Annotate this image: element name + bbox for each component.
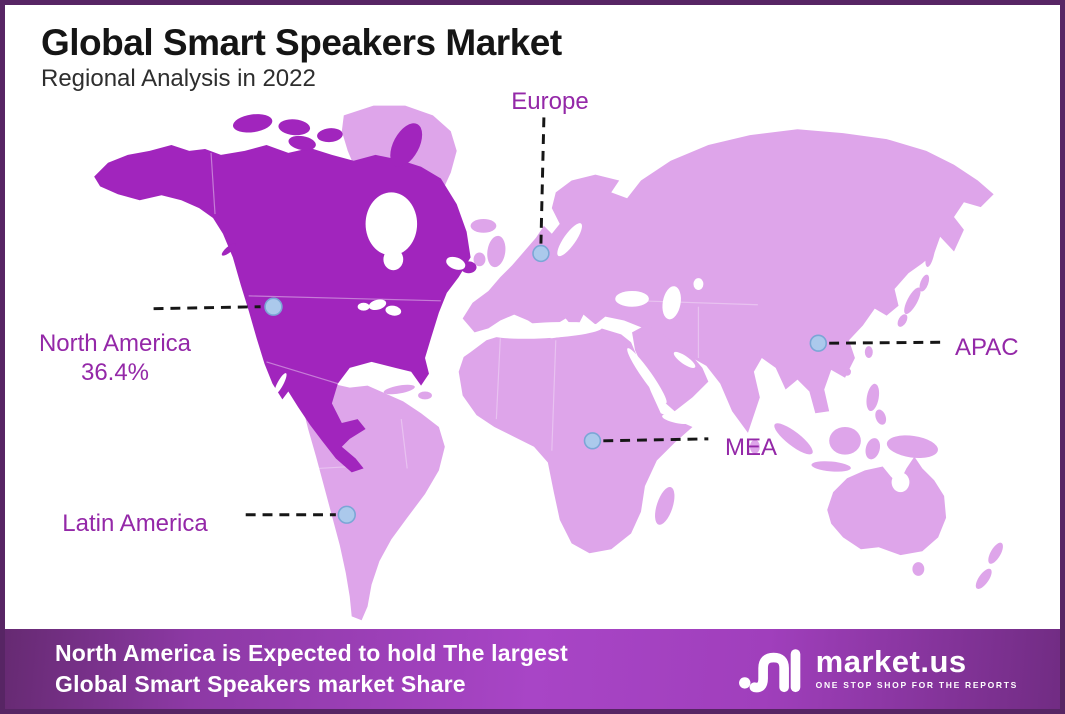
japan-honshu [904,287,921,315]
philippines-north [866,383,880,412]
baffin-island [390,123,423,167]
north-america-water-cutouts [274,192,466,395]
leader-mea [603,437,709,443]
us-mexico-border [266,361,339,385]
new-zealand-north [988,542,1003,564]
footer-banner: North America is Expected to hold The la… [5,629,1060,709]
great-britain [487,235,506,268]
north-america-borders [210,152,441,385]
red-sea [627,348,667,404]
page-title: Global Smart Speakers Market [41,22,562,63]
region-value-north-america: 36.4% [80,359,150,386]
sumatra [774,423,813,455]
arctic-island-2 [278,119,311,136]
vancouver-island [221,243,236,256]
iceland [470,218,497,233]
sea-cutouts [487,223,910,493]
sri-lanka [749,439,760,454]
leader-apac [829,340,947,345]
marker-mea [583,432,602,450]
gulf-of-aden [662,414,692,425]
world-map [94,105,1003,621]
gulf-of-carpentaria [891,472,910,493]
aral-sea [693,278,704,290]
philippines-south [875,409,887,425]
mediterranean-sea [487,321,603,339]
caspian-sea [662,286,681,320]
country-borders [317,300,758,470]
region-label-mea: MEA [725,433,795,462]
james-bay [383,248,404,271]
java [811,461,851,472]
madagascar [655,486,675,525]
footer-caption: North America is Expected to hold The la… [55,638,568,700]
us-canada-border [248,295,441,302]
brand-text-block: market.us ONE STOP SHOP FOR THE REPORTS [815,644,1018,691]
hainan [843,367,851,376]
gulf-of-st-lawrence [446,256,466,270]
black-sea [615,290,649,307]
brand-logo: market.us ONE STOP SHOP FOR THE REPORTS [736,640,1018,696]
taiwan [864,346,873,358]
ireland [473,252,486,267]
japan-kyushu [897,314,908,327]
arctic-island-3 [317,128,343,143]
borneo [829,427,861,455]
sulawesi [865,438,881,460]
hudson-bay [365,192,418,256]
hispaniola [418,391,432,400]
marker-north-america [264,297,283,316]
page-subtitle: Regional Analysis in 2022 [41,65,316,92]
leader-lines [153,117,947,517]
new-guinea [886,435,938,459]
header: Global Smart Speakers Market Regional An… [41,23,562,93]
sakhalin [925,239,936,267]
market-us-logo-icon [738,649,800,693]
map-markers [264,244,828,524]
eurasia-landmass [462,129,994,433]
region-label-europe: Europe [490,87,610,116]
marker-apac [809,334,828,352]
persian-gulf [673,351,696,368]
region-label-apac-text: APAC [955,334,1019,361]
gulf-of-california [274,373,287,395]
region-label-mea-text: MEA [725,434,778,461]
great-lake-1 [368,299,387,311]
footer-caption-line1: North America is Expected to hold The la… [55,640,568,666]
tasmania [912,562,925,576]
region-label-apac: APAC [955,333,1055,362]
region-label-europe-text: Europe [511,88,589,115]
brand-tagline: ONE STOP SHOP FOR THE REPORTS [815,680,1018,690]
footer-caption-line2: Global Smart Speakers market Share [55,671,466,697]
brand-name: market.us [815,644,967,679]
victoria-island [288,135,316,151]
cuba [383,384,415,395]
region-label-north-america: North America 36.4% [15,329,215,387]
baltic-sea [557,223,583,257]
region-label-latin-america-text: Latin America [62,510,208,537]
arabia-landmass [632,324,709,412]
great-lake-2 [385,305,402,316]
marker-latin-america [337,505,356,524]
africa-landmass [458,328,693,554]
marker-europe [532,244,550,263]
leader-north-america [153,305,261,311]
region-label-north-america-text: North America [38,330,192,357]
great-lake-3 [357,302,370,311]
leader-europe [539,117,546,244]
arctic-island-1 [232,114,273,133]
australia-landmass [827,456,947,556]
new-zealand-south [975,568,992,589]
alaska-border [210,152,216,215]
japan-hokkaido [919,274,930,292]
region-label-latin-america: Latin America [45,509,225,538]
